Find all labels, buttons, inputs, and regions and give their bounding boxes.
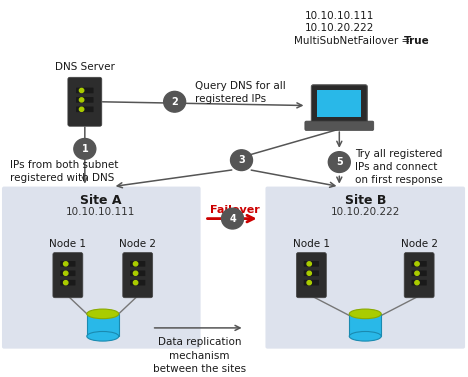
Text: 4: 4 xyxy=(229,214,236,224)
FancyBboxPatch shape xyxy=(60,261,75,267)
Circle shape xyxy=(307,262,311,266)
FancyBboxPatch shape xyxy=(411,280,427,285)
Circle shape xyxy=(64,262,68,266)
Circle shape xyxy=(133,262,138,266)
Bar xyxy=(317,90,361,117)
Text: 2: 2 xyxy=(171,97,178,107)
Circle shape xyxy=(64,280,68,285)
Text: Failover: Failover xyxy=(210,205,259,215)
Circle shape xyxy=(415,271,419,275)
FancyBboxPatch shape xyxy=(68,77,102,126)
Bar xyxy=(349,314,381,336)
Text: Node 2: Node 2 xyxy=(401,239,438,249)
Text: Node 1: Node 1 xyxy=(293,239,330,249)
Text: 10.10.20.222: 10.10.20.222 xyxy=(330,207,400,217)
FancyBboxPatch shape xyxy=(130,280,146,285)
Circle shape xyxy=(329,152,350,172)
Circle shape xyxy=(307,271,311,275)
FancyBboxPatch shape xyxy=(411,261,427,267)
Circle shape xyxy=(231,150,253,170)
Circle shape xyxy=(74,138,96,159)
FancyBboxPatch shape xyxy=(130,270,146,276)
Text: 10.10.20.222: 10.10.20.222 xyxy=(305,23,374,33)
Circle shape xyxy=(64,271,68,275)
Text: 10.10.10.111: 10.10.10.111 xyxy=(305,11,374,21)
FancyBboxPatch shape xyxy=(311,85,367,124)
Text: 10.10.10.111: 10.10.10.111 xyxy=(66,207,135,217)
FancyBboxPatch shape xyxy=(60,270,75,276)
Text: True: True xyxy=(403,36,429,46)
Text: Try all registered
IPs and connect
on first response: Try all registered IPs and connect on fi… xyxy=(355,149,443,185)
FancyBboxPatch shape xyxy=(76,106,94,112)
Circle shape xyxy=(221,208,243,229)
Text: Site A: Site A xyxy=(80,194,122,207)
Text: 5: 5 xyxy=(336,157,343,167)
Text: 1: 1 xyxy=(81,144,88,154)
Circle shape xyxy=(80,98,84,102)
FancyBboxPatch shape xyxy=(305,121,374,130)
FancyBboxPatch shape xyxy=(130,261,146,267)
Bar xyxy=(87,314,119,336)
Circle shape xyxy=(415,262,419,266)
Ellipse shape xyxy=(349,309,381,319)
Text: Node 1: Node 1 xyxy=(49,239,87,249)
Circle shape xyxy=(415,280,419,285)
Circle shape xyxy=(133,280,138,285)
FancyBboxPatch shape xyxy=(60,280,75,285)
FancyBboxPatch shape xyxy=(411,270,427,276)
FancyBboxPatch shape xyxy=(76,97,94,103)
FancyBboxPatch shape xyxy=(304,280,319,285)
Circle shape xyxy=(133,271,138,275)
Text: Query DNS for all
registered IPs: Query DNS for all registered IPs xyxy=(195,81,285,104)
FancyBboxPatch shape xyxy=(123,253,153,298)
Text: Data replication
mechanism
between the sites: Data replication mechanism between the s… xyxy=(153,337,246,374)
Circle shape xyxy=(307,280,311,285)
Ellipse shape xyxy=(87,331,119,341)
FancyBboxPatch shape xyxy=(2,187,201,349)
FancyBboxPatch shape xyxy=(304,261,319,267)
Circle shape xyxy=(80,107,84,111)
Text: DNS Server: DNS Server xyxy=(55,61,115,72)
Text: IPs from both subnet
registered with DNS: IPs from both subnet registered with DNS xyxy=(10,160,118,183)
Circle shape xyxy=(80,88,84,92)
Text: 3: 3 xyxy=(238,155,245,165)
FancyBboxPatch shape xyxy=(53,253,83,298)
FancyBboxPatch shape xyxy=(296,253,326,298)
FancyBboxPatch shape xyxy=(304,270,319,276)
Text: MultiSubNetFailover =: MultiSubNetFailover = xyxy=(294,36,414,46)
Text: Site B: Site B xyxy=(344,194,386,207)
Text: Node 2: Node 2 xyxy=(119,239,156,249)
Circle shape xyxy=(164,91,186,112)
FancyBboxPatch shape xyxy=(404,253,434,298)
FancyBboxPatch shape xyxy=(265,187,465,349)
Ellipse shape xyxy=(87,309,119,319)
FancyBboxPatch shape xyxy=(76,87,94,93)
Ellipse shape xyxy=(349,331,381,341)
